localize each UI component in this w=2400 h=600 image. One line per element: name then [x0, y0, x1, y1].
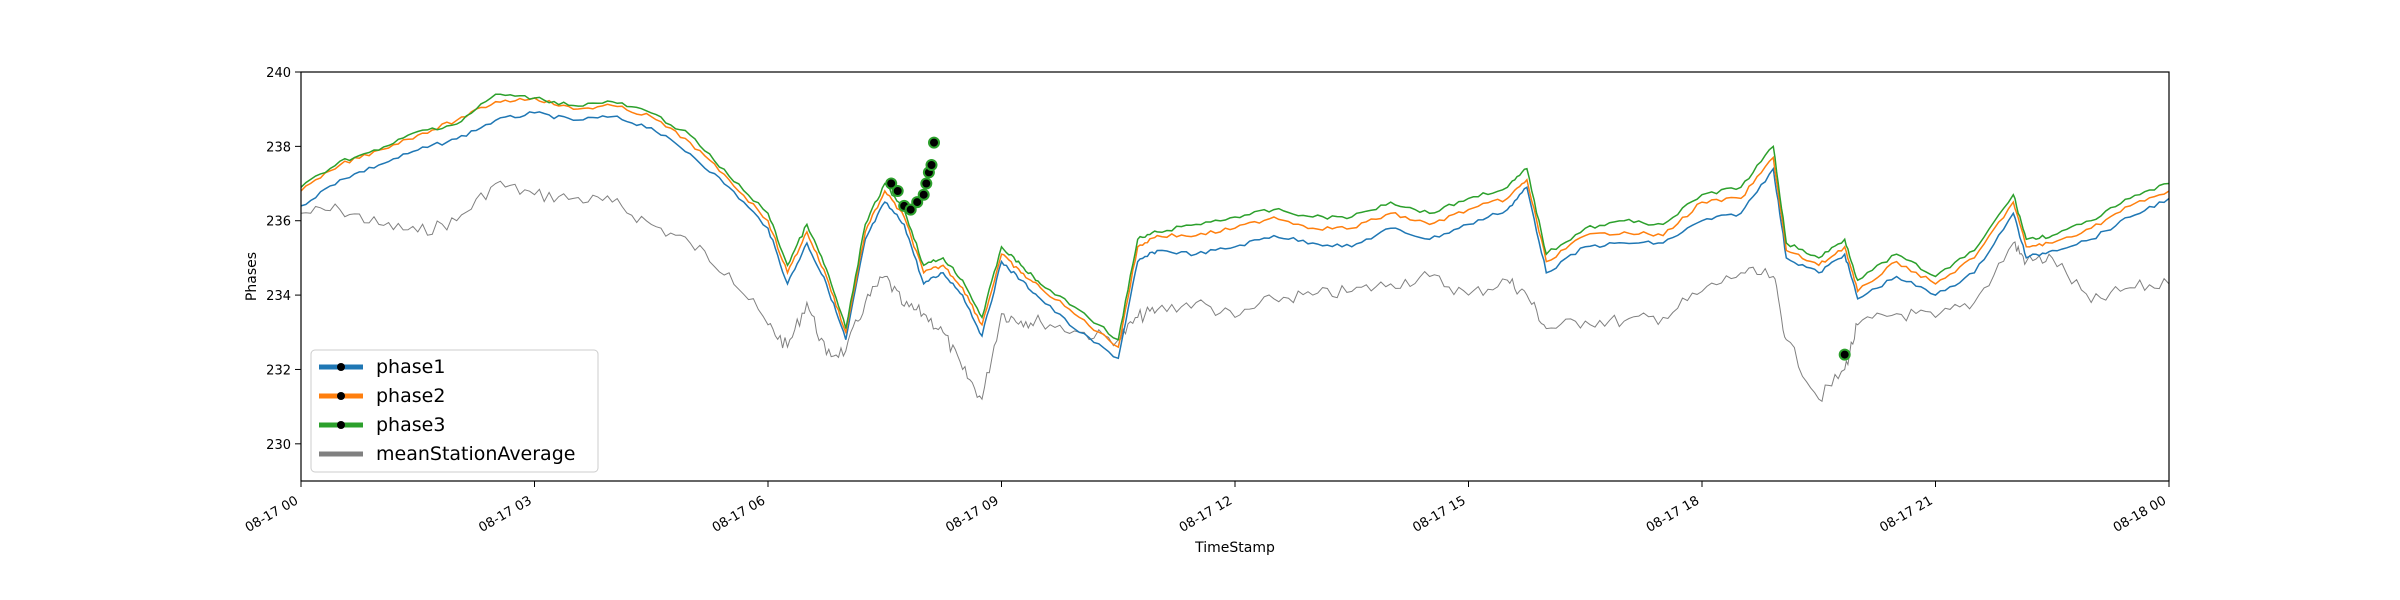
series-line-phase3 — [300, 93, 2170, 341]
x-axis-label: TimeStamp — [1194, 540, 1275, 556]
legend-label-phase3: phase3 — [376, 414, 445, 436]
y-tick-label: 238 — [266, 140, 291, 155]
y-axis-label: Phases — [244, 252, 260, 301]
marker-layer — [885, 136, 1851, 361]
marker-point — [911, 196, 924, 209]
series-line-phase1 — [300, 111, 2170, 360]
legend-label-phase1: phase1 — [376, 356, 445, 378]
y-tick-label: 240 — [266, 66, 291, 81]
legend-marker — [337, 421, 345, 429]
legend: phase1 phase2 phase3 meanStationAverage — [310, 349, 599, 473]
marker-point — [885, 177, 898, 190]
y-axis: 230 232 234 236 238 240 — [266, 66, 301, 453]
marker-point — [920, 177, 933, 190]
series-line-meanStationAverage — [300, 180, 2170, 403]
series-layer — [300, 93, 2170, 403]
y-tick-label: 232 — [266, 363, 291, 378]
marker-point — [891, 185, 904, 197]
marker-point — [925, 159, 938, 171]
marker-point — [1838, 348, 1851, 361]
legend-label-meanStationAverage: meanStationAverage — [376, 443, 575, 465]
y-tick-label: 236 — [266, 215, 291, 230]
marker-point — [928, 136, 940, 149]
marker-point — [917, 188, 930, 201]
series-line-phase2 — [300, 97, 2170, 349]
legend-marker — [337, 363, 345, 371]
y-tick-label: 230 — [266, 438, 291, 453]
legend-marker — [337, 392, 345, 400]
legend-label-phase2: phase2 — [376, 385, 445, 407]
y-tick-label: 234 — [266, 289, 291, 304]
marker-point — [904, 203, 917, 216]
legend-box — [310, 349, 599, 473]
